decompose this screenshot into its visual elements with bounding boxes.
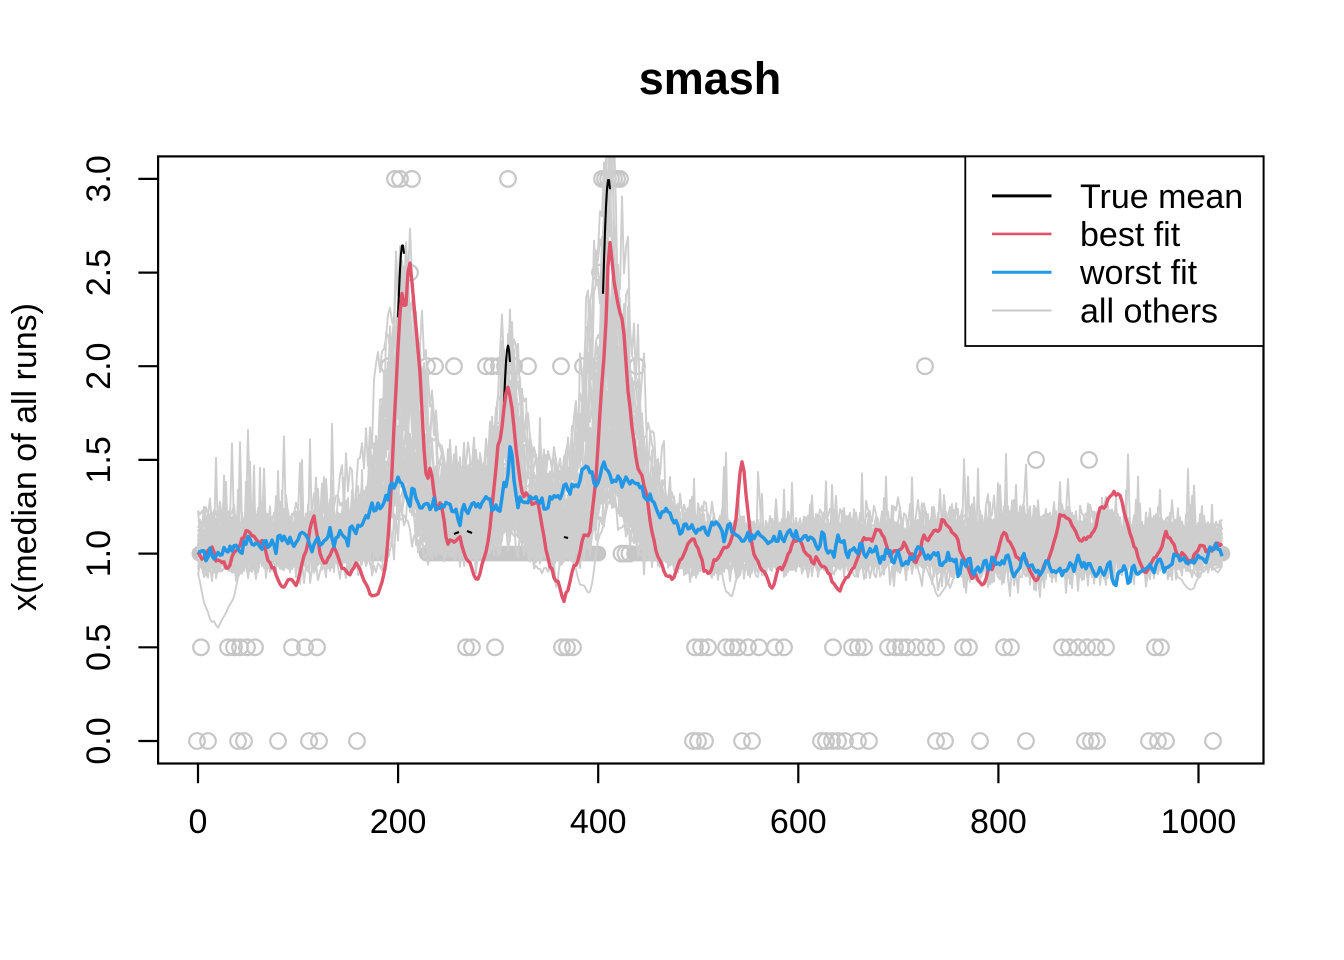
svg-text:1000: 1000 xyxy=(1161,803,1237,841)
svg-text:600: 600 xyxy=(770,803,827,841)
svg-text:worst fit: worst fit xyxy=(1079,254,1198,292)
svg-text:0: 0 xyxy=(189,803,208,841)
svg-text:400: 400 xyxy=(570,803,627,841)
svg-text:best fit: best fit xyxy=(1080,216,1181,254)
svg-text:3.0: 3.0 xyxy=(80,155,118,202)
svg-text:800: 800 xyxy=(970,803,1027,841)
svg-text:x(median of all runs): x(median of all runs) xyxy=(6,303,44,611)
svg-text:200: 200 xyxy=(370,803,427,841)
svg-text:2.5: 2.5 xyxy=(80,249,118,296)
svg-text:all others: all others xyxy=(1080,293,1218,331)
svg-text:1.0: 1.0 xyxy=(80,530,118,577)
svg-text:smash: smash xyxy=(639,53,782,104)
svg-text:1.5: 1.5 xyxy=(80,436,118,483)
svg-text:0.0: 0.0 xyxy=(80,717,118,764)
svg-text:2.0: 2.0 xyxy=(80,343,118,390)
svg-text:True mean: True mean xyxy=(1080,178,1243,216)
svg-text:0.5: 0.5 xyxy=(80,624,118,671)
